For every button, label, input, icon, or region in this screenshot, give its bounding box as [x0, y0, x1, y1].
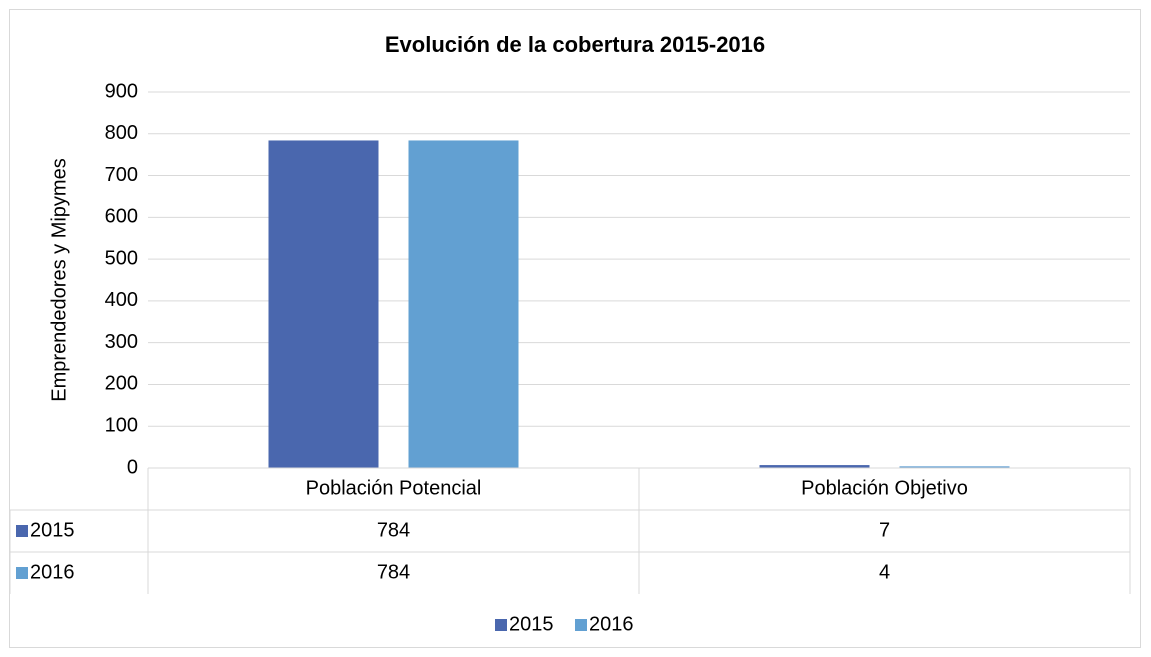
- table-legend-key: [16, 525, 28, 537]
- y-tick-label: 0: [127, 456, 138, 478]
- bar: [268, 140, 379, 468]
- y-tick-label: 500: [105, 247, 138, 269]
- y-tick-label: 300: [105, 331, 138, 353]
- y-tick-label: 900: [105, 80, 138, 102]
- table-legend-key: [16, 567, 28, 579]
- legend-label: 2015: [509, 613, 554, 635]
- y-tick-label: 700: [105, 164, 138, 186]
- y-tick-label: 600: [105, 206, 138, 228]
- y-axis-label: Emprendedores y Mipymes: [48, 158, 70, 401]
- x-tick-label: Población Potencial: [306, 477, 482, 499]
- table-value: 7: [879, 519, 890, 541]
- table-value: 784: [377, 561, 410, 583]
- legend-key: [575, 619, 587, 631]
- chart-title: Evolución de la cobertura 2015-2016: [385, 32, 765, 57]
- y-tick-label: 800: [105, 122, 138, 144]
- bar: [759, 465, 870, 468]
- legend-label: 2016: [589, 613, 634, 635]
- y-tick-label: 200: [105, 373, 138, 395]
- table-value: 4: [879, 561, 890, 583]
- chart-border: [9, 9, 1141, 648]
- table-value: 784: [377, 519, 410, 541]
- bar: [899, 466, 1010, 468]
- table-series-name: 2015: [30, 519, 75, 541]
- bar: [408, 140, 519, 468]
- legend-key: [495, 619, 507, 631]
- table-series-name: 2016: [30, 561, 75, 583]
- y-tick-label: 400: [105, 289, 138, 311]
- y-tick-label: 100: [105, 415, 138, 437]
- x-tick-label: Población Objetivo: [801, 477, 968, 499]
